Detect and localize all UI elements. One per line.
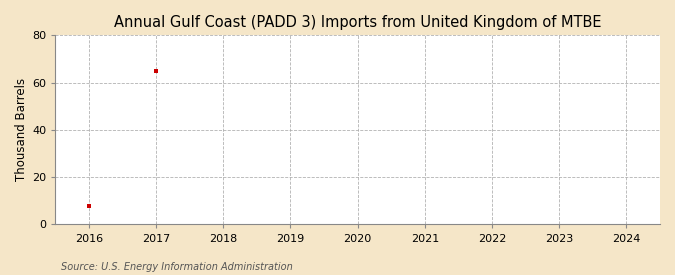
- Text: Source: U.S. Energy Information Administration: Source: U.S. Energy Information Administ…: [61, 262, 292, 272]
- Title: Annual Gulf Coast (PADD 3) Imports from United Kingdom of MTBE: Annual Gulf Coast (PADD 3) Imports from …: [114, 15, 601, 30]
- Y-axis label: Thousand Barrels: Thousand Barrels: [15, 78, 28, 182]
